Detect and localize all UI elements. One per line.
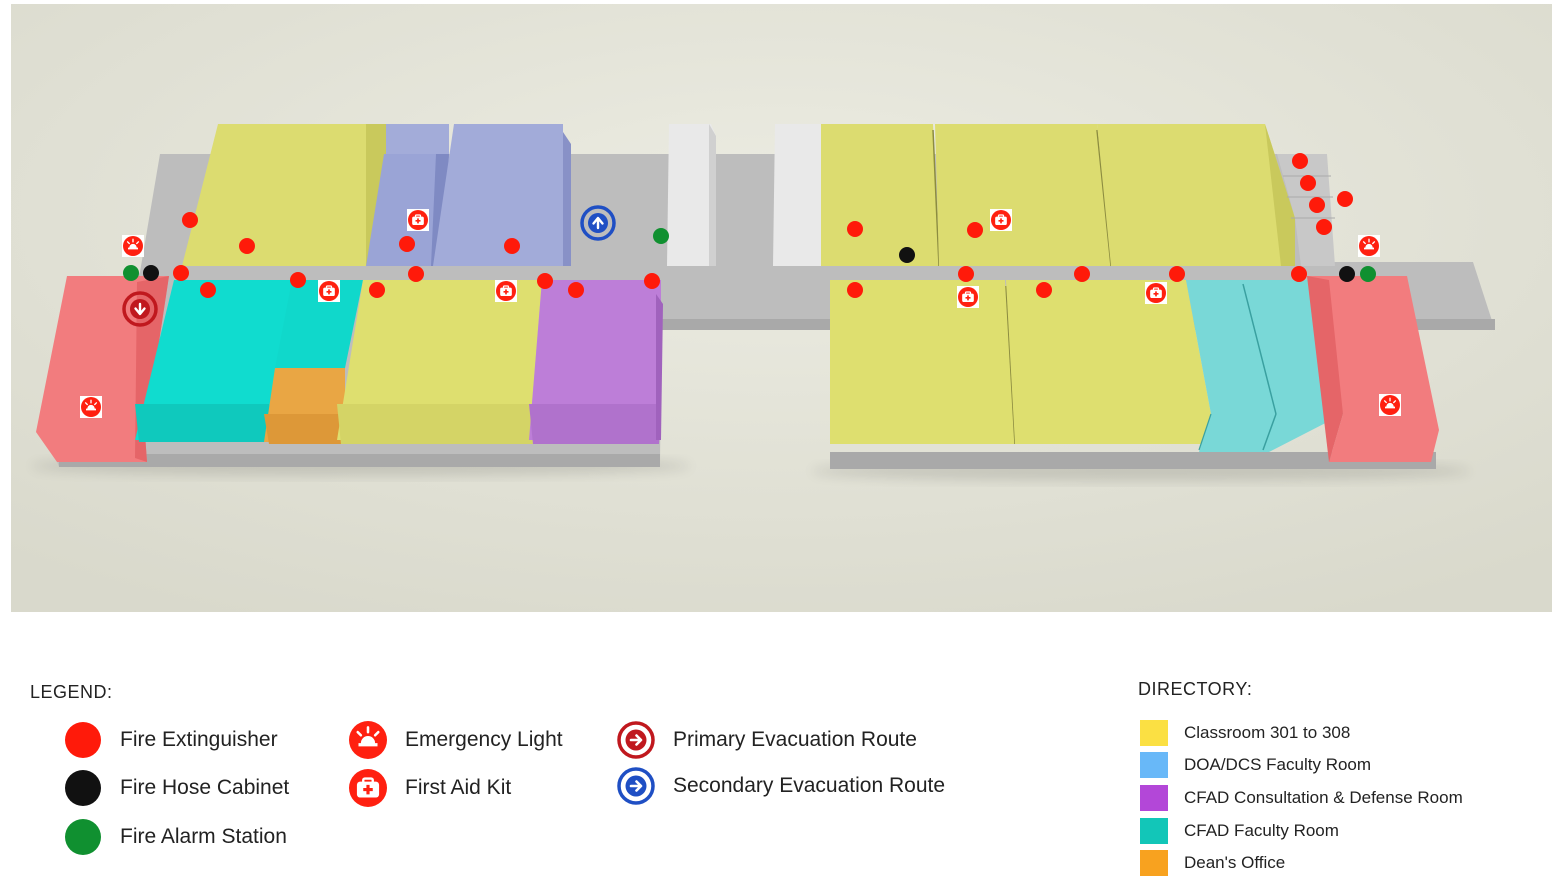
directory-title: DIRECTORY: xyxy=(1138,679,1253,699)
fire-extinguisher-marker[interactable] xyxy=(1074,266,1090,282)
primary-evacuation-route-marker[interactable] xyxy=(122,291,158,327)
legend-item-first-aid-kit: First Aid Kit xyxy=(349,768,511,808)
directory-item-cfad-faculty-room: CFAD Faculty Room xyxy=(1140,817,1339,845)
directory-item-cfad-consultation-defense-room: CFAD Consultation & Defense Room xyxy=(1140,784,1463,812)
emergency-light-marker[interactable] xyxy=(80,396,102,418)
legend-label: Fire Extinguisher xyxy=(120,728,278,751)
classroom-front-right-b[interactable] xyxy=(1006,280,1211,444)
secondary-evacuation-route-marker[interactable] xyxy=(580,205,616,241)
legend-label: First Aid Kit xyxy=(405,776,512,799)
utility-room-back-b xyxy=(773,124,821,266)
floor-plan-map xyxy=(11,4,1552,612)
legend-title: LEGEND: xyxy=(30,682,113,702)
fire-extinguisher-marker[interactable] xyxy=(369,282,385,298)
legend-label: Secondary Evacuation Route xyxy=(673,774,946,797)
fire-extinguisher-marker[interactable] xyxy=(182,212,198,228)
fire-extinguisher-marker[interactable] xyxy=(537,273,553,289)
fire-extinguisher-marker[interactable] xyxy=(408,266,424,282)
legend-label: Primary Evacuation Route xyxy=(673,728,917,751)
secondary-route-arrow-icon xyxy=(617,767,655,805)
primary-route-arrow-icon xyxy=(617,721,655,759)
first-aid-kit-marker[interactable] xyxy=(957,286,979,308)
fire-extinguisher-marker[interactable] xyxy=(173,265,189,281)
classroom-front-left[interactable] xyxy=(337,280,542,444)
fire-hose-cabinet-marker[interactable] xyxy=(899,247,915,263)
classroom-front-right-a[interactable] xyxy=(830,280,1016,445)
cfad-faculty-room-left[interactable] xyxy=(135,280,292,442)
fire-alarm-station-marker[interactable] xyxy=(653,228,669,244)
fire-extinguisher-marker[interactable] xyxy=(1292,153,1308,169)
fire-hose-cabinet-icon xyxy=(64,769,102,807)
fire-extinguisher-marker[interactable] xyxy=(1291,266,1307,282)
fire-extinguisher-marker[interactable] xyxy=(1316,219,1332,235)
legend-item-emergency-light: Emergency Light xyxy=(349,720,563,760)
fire-extinguisher-marker[interactable] xyxy=(644,273,660,289)
directory-swatch xyxy=(1140,752,1168,778)
first-aid-kit-icon xyxy=(349,769,387,807)
first-aid-kit-marker[interactable] xyxy=(990,209,1012,231)
emergency-light-marker[interactable] xyxy=(1379,394,1401,416)
legend-label: Fire Alarm Station xyxy=(120,825,287,848)
directory-swatch xyxy=(1140,850,1168,876)
fire-extinguisher-icon xyxy=(64,721,102,759)
fire-alarm-station-icon xyxy=(64,818,102,856)
legend-item-fire-hose-cabinet: Fire Hose Cabinet xyxy=(64,768,289,808)
fire-extinguisher-marker[interactable] xyxy=(399,236,415,252)
first-aid-kit-marker[interactable] xyxy=(1145,282,1167,304)
directory-label: Classroom 301 to 308 xyxy=(1184,723,1351,742)
emergency-light-marker[interactable] xyxy=(1358,235,1380,257)
legend-item-primary-evacuation-route: Primary Evacuation Route xyxy=(617,720,917,760)
legend-item-fire-extinguisher: Fire Extinguisher xyxy=(64,720,278,760)
directory-swatch xyxy=(1140,785,1168,811)
floor-plan-3d-render xyxy=(11,4,1552,612)
classroom-back-left[interactable] xyxy=(182,124,389,266)
classroom-back-right-a[interactable] xyxy=(821,124,940,267)
first-aid-kit-marker[interactable] xyxy=(407,209,429,231)
emergency-light-marker[interactable] xyxy=(122,235,144,257)
deans-office[interactable] xyxy=(264,368,345,444)
directory-item-classroom: Classroom 301 to 308 xyxy=(1140,719,1350,747)
directory-swatch xyxy=(1140,720,1168,746)
fire-extinguisher-marker[interactable] xyxy=(1300,175,1316,191)
fire-extinguisher-marker[interactable] xyxy=(1169,266,1185,282)
fire-extinguisher-marker[interactable] xyxy=(239,238,255,254)
fire-extinguisher-marker[interactable] xyxy=(847,282,863,298)
directory-label: Dean's Office xyxy=(1184,853,1286,872)
legend-item-secondary-evacuation-route: Secondary Evacuation Route xyxy=(617,766,945,806)
first-aid-kit-marker[interactable] xyxy=(495,280,517,302)
legend-item-fire-alarm-station: Fire Alarm Station xyxy=(64,817,287,857)
fire-alarm-station-marker[interactable] xyxy=(1360,266,1376,282)
fire-extinguisher-marker[interactable] xyxy=(967,222,983,238)
fire-alarm-station-marker[interactable] xyxy=(123,265,139,281)
fire-extinguisher-marker[interactable] xyxy=(290,272,306,288)
directory-item-doa-dcs-faculty-room: DOA/DCS Faculty Room xyxy=(1140,751,1371,779)
fire-hose-cabinet-marker[interactable] xyxy=(143,265,159,281)
stairs-right xyxy=(1307,276,1439,462)
fire-extinguisher-marker[interactable] xyxy=(958,266,974,282)
fire-extinguisher-marker[interactable] xyxy=(568,282,584,298)
directory-item-deans-office: Dean's Office xyxy=(1140,849,1285,877)
cfad-faculty-room-left-small[interactable] xyxy=(275,280,363,368)
classroom-back-right-b[interactable] xyxy=(935,124,1112,267)
fire-extinguisher-marker[interactable] xyxy=(1337,191,1353,207)
faculty-room-back-b[interactable] xyxy=(433,124,571,266)
legend-label: Emergency Light xyxy=(405,728,563,751)
directory-swatch xyxy=(1140,818,1168,844)
consultation-defense-room[interactable] xyxy=(529,280,663,444)
directory-label: CFAD Faculty Room xyxy=(1184,821,1339,840)
cfad-faculty-room-right[interactable] xyxy=(1186,280,1343,452)
legend-label: Fire Hose Cabinet xyxy=(120,776,290,799)
classroom-back-right-c[interactable] xyxy=(1097,124,1295,266)
fire-hose-cabinet-marker[interactable] xyxy=(1339,266,1355,282)
first-aid-kit-marker[interactable] xyxy=(318,280,340,302)
emergency-light-icon xyxy=(349,721,387,759)
directory-label: CFAD Consultation & Defense Room xyxy=(1184,788,1463,807)
fire-extinguisher-marker[interactable] xyxy=(200,282,216,298)
directory-label: DOA/DCS Faculty Room xyxy=(1184,755,1372,774)
fire-extinguisher-marker[interactable] xyxy=(1309,197,1325,213)
fire-extinguisher-marker[interactable] xyxy=(504,238,520,254)
fire-extinguisher-marker[interactable] xyxy=(1036,282,1052,298)
utility-room-back-a xyxy=(667,124,716,266)
fire-extinguisher-marker[interactable] xyxy=(847,221,863,237)
